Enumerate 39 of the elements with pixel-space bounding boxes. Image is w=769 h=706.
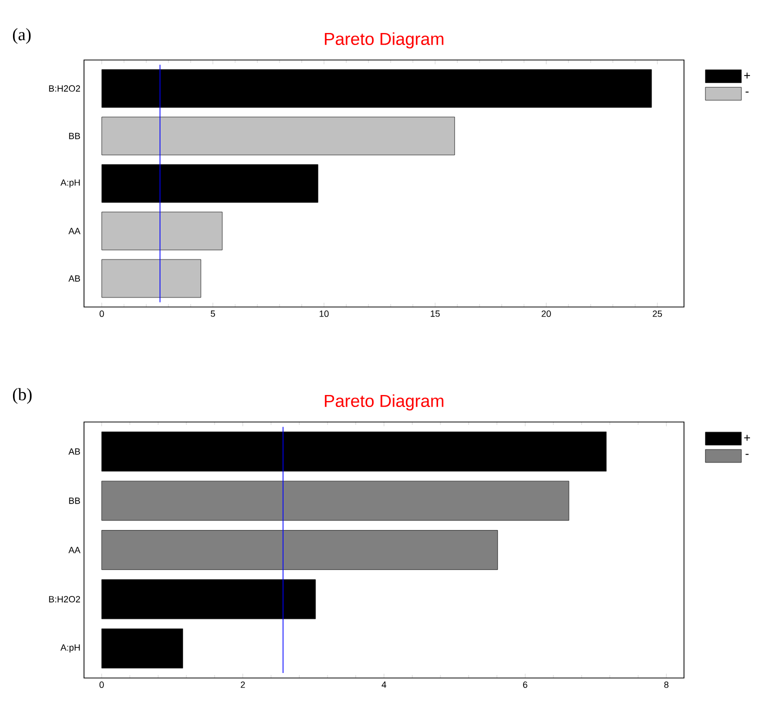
x-tick-label: 25 — [652, 310, 662, 317]
y-tick-label: B:H2O2 — [49, 596, 80, 602]
x-tick-label: 0 — [100, 310, 104, 317]
legend-label: - — [746, 454, 749, 455]
bar — [101, 628, 184, 668]
y-tick-label: BB — [69, 132, 80, 140]
text: (a) — [12, 28, 31, 44]
chart-title: Pareto Diagram — [324, 394, 444, 410]
y-tick-label: BB — [69, 498, 80, 504]
bar — [102, 164, 318, 203]
bar — [102, 212, 222, 250]
y-tick-label: AA — [68, 546, 80, 554]
legend-label: - — [746, 92, 749, 93]
bar — [102, 69, 652, 108]
bar — [101, 579, 316, 620]
x-tick-label: 5 — [210, 310, 216, 317]
y-tick-label: A:pH — [60, 644, 80, 652]
legend-label: + — [744, 72, 750, 78]
x-tick-label: 4 — [382, 682, 386, 688]
x-tick-label: 8 — [664, 682, 668, 688]
bar — [102, 259, 202, 298]
x-tick-label: 10 — [320, 310, 329, 317]
y-tick-label: AB — [68, 448, 80, 455]
y-tick-label: B:H2O2 — [49, 85, 80, 92]
text: (b) — [12, 388, 32, 404]
chart-title: Pareto Diagram — [324, 32, 444, 48]
bar — [102, 116, 455, 156]
y-tick-label: AA — [68, 228, 80, 234]
bar — [101, 480, 570, 521]
x-tick-label: 0 — [99, 682, 104, 688]
x-tick-label: 15 — [430, 310, 440, 317]
y-tick-label: AB — [68, 275, 80, 282]
y-tick-label: A:pH — [60, 179, 80, 188]
legend-label: + — [744, 434, 750, 441]
x-tick-label: 20 — [542, 310, 551, 317]
bar — [101, 432, 607, 472]
bar — [101, 530, 498, 570]
x-tick-label: 2 — [240, 682, 245, 688]
x-tick-label: 6 — [523, 682, 528, 688]
